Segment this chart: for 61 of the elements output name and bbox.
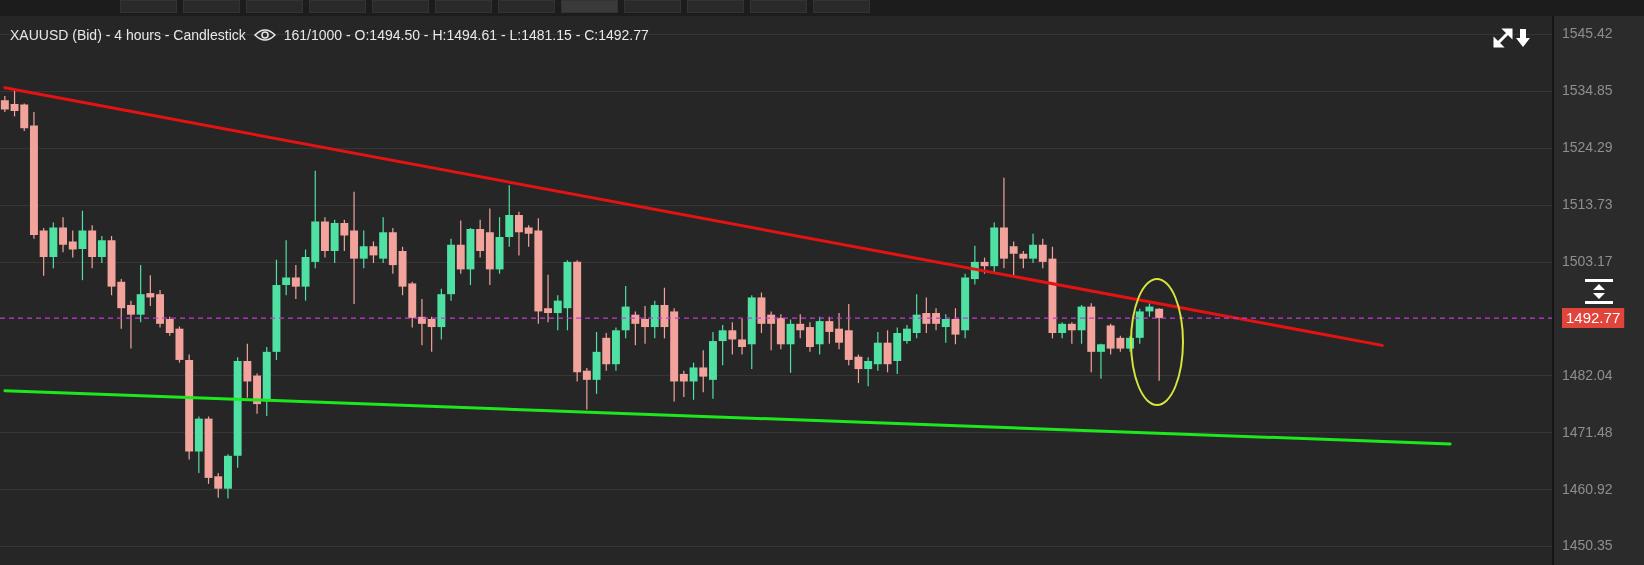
candlestick — [883, 329, 892, 373]
candlestick — [922, 296, 931, 334]
candlestick — [544, 274, 553, 323]
candlestick — [1077, 304, 1086, 345]
candlestick — [476, 219, 485, 259]
candlestick — [369, 240, 378, 264]
y-tick-label: 1524.29 — [1562, 139, 1613, 156]
candlestick — [621, 285, 630, 339]
candlestick — [650, 300, 659, 339]
candlestick — [282, 239, 291, 296]
candlestick — [902, 324, 911, 345]
y-tick-label: 1460.92 — [1562, 480, 1613, 497]
candlestick — [59, 216, 68, 253]
y-tick-label: 1471.48 — [1562, 423, 1613, 440]
candlestick — [243, 343, 252, 399]
y-tick-label: 1482.04 — [1562, 366, 1613, 383]
candlestick — [1067, 321, 1076, 345]
candlestick — [815, 316, 824, 356]
candlestick — [699, 349, 708, 393]
candlestick — [738, 318, 747, 356]
y-tick-label: 1503.17 — [1562, 252, 1613, 269]
candlestick — [68, 230, 77, 259]
candlestick — [941, 313, 950, 344]
candlestick — [78, 210, 87, 281]
candlestick — [689, 362, 698, 401]
candlestick — [873, 331, 882, 372]
y-tick-label: 1450.35 — [1562, 537, 1613, 554]
candlestick — [805, 321, 814, 353]
candlestick — [146, 274, 155, 307]
candlestick — [718, 324, 727, 366]
candlestick — [514, 211, 523, 256]
candlestick — [796, 313, 805, 339]
candlestick — [505, 184, 514, 248]
candlestick — [1155, 307, 1164, 382]
candlestick — [932, 307, 941, 331]
y-tick-label: 1513.73 — [1562, 195, 1613, 212]
candlestick — [864, 356, 873, 387]
chart-title: XAUUSD (Bid) - 4 hours - Candlestick — [10, 27, 246, 43]
candlestick — [1029, 233, 1038, 264]
candlestick — [136, 264, 145, 323]
candlestick — [835, 312, 844, 350]
candlestick — [786, 318, 795, 374]
candlestick — [126, 300, 135, 350]
candlestick — [427, 316, 436, 353]
ref-line-label: 1492.77 — [1566, 309, 1621, 327]
candlestick — [825, 316, 834, 345]
candlestick — [291, 264, 300, 300]
candlestick — [582, 367, 591, 411]
candlestick — [359, 230, 368, 269]
y-tick-label: 1534.85 — [1562, 82, 1613, 99]
y-tick-label: 1545.42 — [1562, 25, 1613, 42]
candlestick — [951, 307, 960, 345]
candlestick — [728, 321, 737, 356]
candlestick — [660, 287, 669, 339]
candlestick — [641, 305, 650, 345]
chart-subtitle: 161/1000 - O:1494.50 - H:1494.61 - L:1481.15 - C:1492.77 — [283, 27, 649, 43]
candlestick — [1096, 343, 1105, 380]
candlestick — [679, 370, 688, 398]
candlestick — [97, 235, 106, 264]
candlestick — [912, 293, 921, 339]
candlestick — [340, 219, 349, 252]
